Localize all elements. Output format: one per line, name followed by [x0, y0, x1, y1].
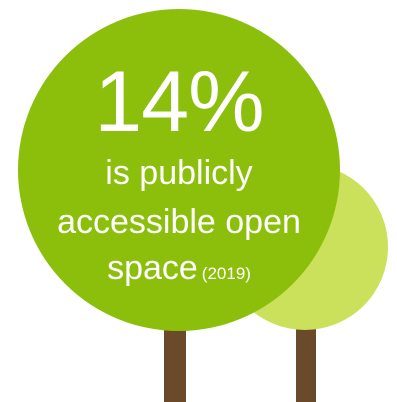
stat-text-block: 14% is publicly accessible open space (20…: [18, 9, 340, 331]
big-tree-trunk: [164, 320, 186, 402]
stat-caption-space: space: [107, 249, 198, 287]
stat-caption-line-3: space (2019): [18, 249, 340, 287]
stat-caption-line-1: is publicly: [105, 154, 253, 192]
stat-value: 14%: [94, 54, 264, 150]
small-tree-trunk: [296, 318, 316, 402]
stat-caption-line-2: accessible open: [57, 203, 301, 241]
big-tree-canopy: [18, 9, 340, 331]
stat-year: (2019): [201, 264, 251, 283]
